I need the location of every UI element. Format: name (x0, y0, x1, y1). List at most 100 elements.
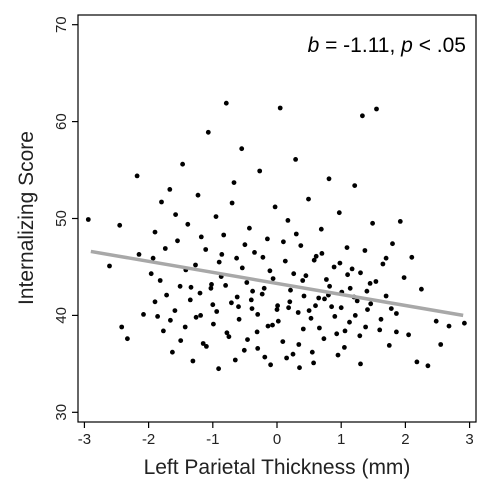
data-point (390, 241, 395, 247)
data-point (205, 129, 211, 135)
data-point (275, 303, 280, 309)
data-point (248, 297, 254, 303)
data-point (152, 229, 158, 235)
data-point (259, 291, 265, 297)
data-point (172, 308, 178, 313)
data-point (265, 323, 271, 329)
data-point (306, 308, 312, 313)
data-point (226, 334, 232, 340)
data-point (406, 332, 411, 338)
data-point (164, 292, 170, 298)
data-point (280, 339, 286, 344)
data-point (344, 245, 350, 251)
data-point (252, 250, 257, 255)
data-point (245, 337, 250, 342)
data-point (232, 357, 238, 363)
data-point (270, 276, 276, 281)
data-point (182, 324, 188, 330)
data-point (161, 328, 166, 334)
data-point (342, 345, 347, 350)
data-point (190, 358, 196, 364)
data-point (301, 293, 307, 299)
data-points (85, 100, 467, 372)
data-point (150, 255, 156, 261)
data-point (332, 314, 338, 319)
data-point (349, 266, 355, 272)
x-tick-label: 1 (337, 431, 345, 448)
data-point (265, 236, 270, 242)
data-point (239, 265, 245, 271)
y-tick-label: 40 (53, 307, 70, 324)
x-tick-label: -2 (142, 431, 155, 448)
data-point (383, 293, 389, 299)
data-point (394, 329, 399, 335)
data-point (213, 214, 219, 220)
data-point (319, 251, 325, 256)
data-point (177, 283, 183, 289)
data-point (234, 294, 240, 300)
data-point (446, 323, 452, 329)
data-point (241, 347, 247, 353)
x-tick-label: -1 (206, 431, 219, 448)
data-point (397, 219, 403, 224)
data-point (364, 288, 370, 294)
x-tick-label: 2 (401, 431, 409, 448)
data-point (236, 304, 241, 310)
data-point (107, 263, 112, 269)
data-point (438, 342, 444, 347)
data-point (288, 287, 293, 293)
data-point (221, 232, 227, 238)
data-point (261, 285, 267, 291)
data-point (358, 361, 363, 367)
data-point (347, 319, 352, 325)
data-point (167, 187, 173, 192)
data-point (308, 315, 314, 321)
data-point (326, 176, 332, 182)
data-point (229, 300, 234, 306)
data-point (188, 284, 194, 290)
data-point (303, 273, 309, 279)
data-point (374, 106, 379, 112)
data-point (362, 248, 368, 253)
x-axis-title: Left Parietal Thickness (mm) (144, 456, 411, 479)
data-point (117, 222, 123, 228)
data-point (352, 183, 358, 189)
data-point (300, 278, 306, 283)
data-point (414, 359, 420, 365)
data-point (388, 306, 394, 311)
y-axis-ticks: 30 40 50 60 70 (53, 16, 78, 421)
data-point (298, 243, 304, 249)
data-point (357, 333, 363, 339)
data-point (316, 295, 322, 301)
data-point (223, 283, 229, 288)
y-tick-label: 50 (53, 210, 70, 227)
data-point (134, 173, 140, 179)
y-axis-title: Internalizing Score (15, 131, 38, 305)
data-point (267, 268, 273, 274)
data-point (198, 234, 204, 240)
data-point (155, 314, 161, 319)
annotation-b-value: = -1.11, (319, 34, 401, 57)
data-point (185, 221, 191, 227)
data-point (159, 199, 164, 205)
data-point (394, 311, 399, 316)
data-point (236, 316, 242, 322)
data-point (157, 278, 163, 283)
data-point (229, 200, 235, 206)
trend-line (90, 249, 464, 318)
data-point (262, 354, 268, 360)
data-point (162, 246, 168, 251)
data-point (363, 324, 368, 330)
data-point (306, 196, 311, 202)
data-point (383, 255, 389, 261)
data-point (342, 328, 348, 334)
data-point (358, 270, 363, 276)
x-tick-label: 3 (465, 431, 473, 448)
data-point (249, 306, 255, 311)
data-point (198, 313, 204, 318)
data-point (386, 343, 392, 348)
data-point (293, 231, 299, 237)
annotation-b-symbol: b (308, 34, 320, 57)
data-point (313, 253, 319, 259)
data-point (297, 365, 302, 371)
